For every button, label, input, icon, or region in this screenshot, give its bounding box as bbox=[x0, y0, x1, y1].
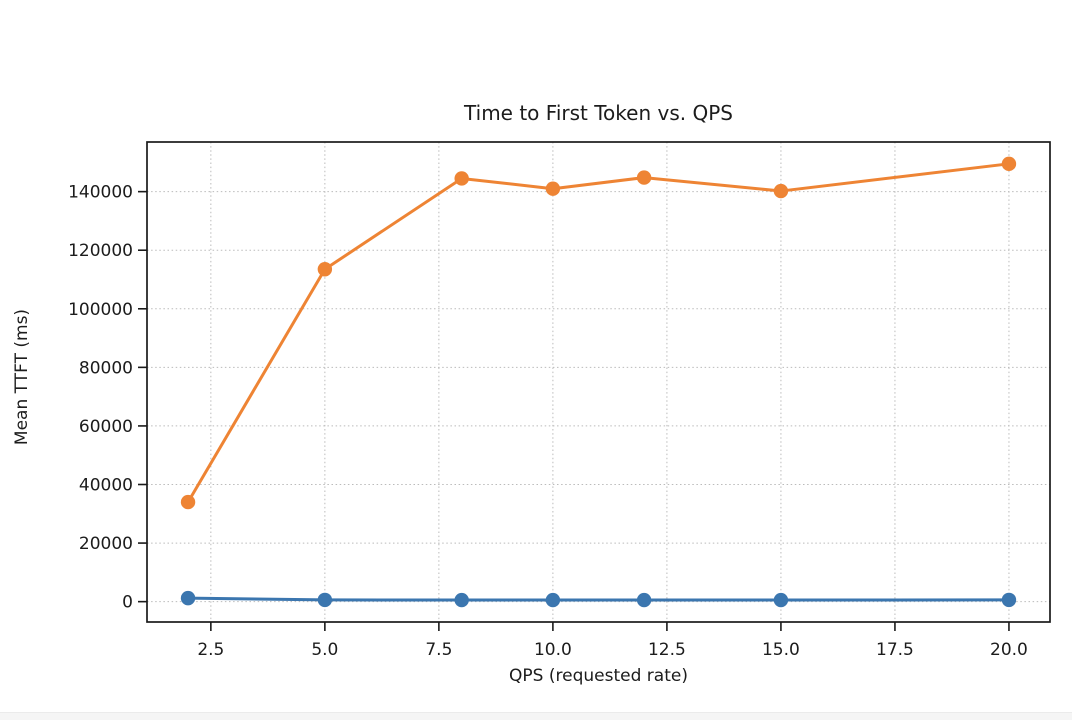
data-point-series-2 bbox=[1001, 156, 1017, 172]
data-point-series-2 bbox=[454, 171, 469, 186]
chart-title: Time to First Token vs. QPS bbox=[464, 101, 733, 125]
plot-border bbox=[146, 141, 1051, 623]
data-point-series-1 bbox=[773, 592, 789, 608]
data-point-series-2 bbox=[180, 494, 196, 510]
y-tick-label: 20000 bbox=[79, 534, 133, 554]
x-axis-label: QPS (requested rate) bbox=[509, 666, 688, 686]
data-point-series-2 bbox=[545, 181, 561, 196]
x-tick-label: 5.0 bbox=[311, 640, 338, 660]
data-point-series-1 bbox=[636, 592, 652, 608]
y-tick-label: 140000 bbox=[68, 183, 133, 203]
page-bottom-strip bbox=[0, 712, 1072, 720]
x-tick-label: 17.5 bbox=[876, 640, 914, 660]
y-tick-label: 0 bbox=[122, 593, 133, 613]
y-tick-label: 120000 bbox=[68, 241, 133, 261]
data-point-series-2 bbox=[317, 262, 333, 277]
y-tick-label: 60000 bbox=[79, 417, 133, 437]
data-point-series-1 bbox=[180, 590, 196, 606]
x-tick-label: 7.5 bbox=[425, 640, 452, 660]
data-point-series-1 bbox=[454, 592, 469, 608]
data-line-series-2 bbox=[186, 162, 1011, 504]
y-tick-label: 40000 bbox=[79, 476, 133, 496]
x-tick-label: 12.5 bbox=[648, 640, 686, 660]
x-tick-label: 20.0 bbox=[990, 640, 1028, 660]
x-tick-label: 15.0 bbox=[762, 640, 800, 660]
x-tick-label: 10.0 bbox=[534, 640, 572, 660]
x-tick-label: 2.5 bbox=[197, 640, 224, 660]
data-line-series-1 bbox=[186, 596, 1011, 602]
y-tick-label: 80000 bbox=[79, 358, 133, 378]
data-point-series-1 bbox=[545, 592, 561, 608]
data-point-series-1 bbox=[317, 592, 333, 608]
data-point-series-1 bbox=[1001, 592, 1017, 608]
data-point-series-2 bbox=[636, 170, 652, 185]
data-point-series-2 bbox=[773, 183, 789, 199]
y-tick-label: 100000 bbox=[68, 300, 133, 320]
